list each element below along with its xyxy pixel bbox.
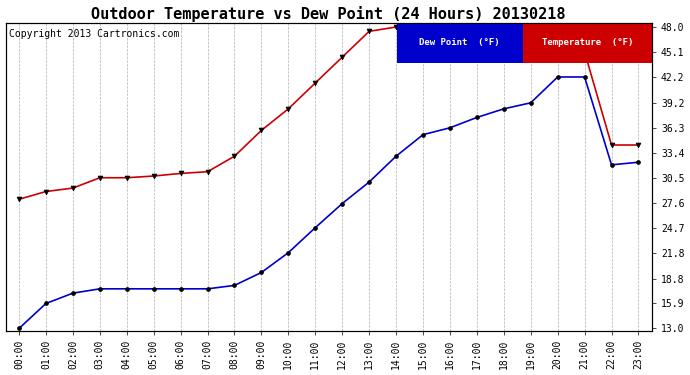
Bar [522,23,652,63]
Text: Copyright 2013 Cartronics.com: Copyright 2013 Cartronics.com [9,29,179,39]
Text: Temperature  (°F): Temperature (°F) [542,38,633,47]
Text: Dew Point  (°F): Dew Point (°F) [420,38,500,47]
Bar [397,23,522,63]
Title: Outdoor Temperature vs Dew Point (24 Hours) 20130218: Outdoor Temperature vs Dew Point (24 Hou… [92,6,566,21]
